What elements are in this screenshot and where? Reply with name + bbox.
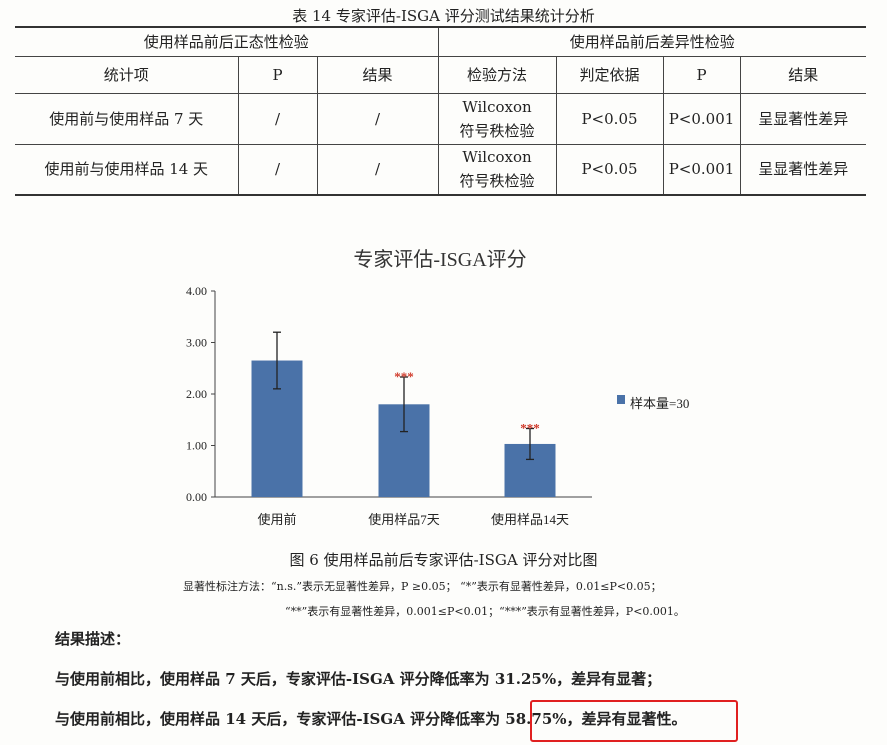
y-tick-label: 0.00 [186,490,207,504]
x-tick-label: 使用样品7天 [368,512,440,527]
y-tick-label: 3.00 [186,336,207,350]
column-header: P [662,55,741,94]
cell: P<0.05 [555,143,664,196]
table-row: 使用前与使用样品 14 天 / / Wilcoxon 符号秩检验 P<0.05 P… [15,143,866,196]
group-header-normality: 使用样品前后正态性检验 [15,26,439,57]
significance-note: “**”表示有显著性差异，0.001≤P<0.01；“***”表示有显著性差异，… [285,605,685,618]
cell: / [316,143,439,196]
cell: Wilcoxon 符号秩检验 [437,143,557,196]
method-type: 符号秩检验 [459,121,535,140]
figure-caption: 图 6 使用样品前后专家评估-ISGA 评分对比图 [289,551,598,569]
cell: 呈显著性差异 [739,92,866,145]
y-tick-label: 2.00 [186,387,207,401]
x-tick-label: 使用前 [257,512,296,527]
cell: P<0.001 [662,143,741,196]
statistics-table: 使用样品前后正态性检验 使用样品前后差异性检验 统计项 P 结果 检验方法 判定… [15,26,866,196]
cell: / [237,92,318,145]
significance-mark: *** [520,421,540,436]
column-header: 检验方法 [437,55,557,94]
legend-label: 样本量=30 [630,396,689,411]
table-title: 表 14 专家评估-ISGA 评分测试结果统计分析 [292,7,595,25]
column-header: 统计项 [15,55,239,94]
highlight-box [530,700,738,742]
significance-note: 显著性标注方法：“n.s.”表示无显著性差异，P ≥0.05； “*”表示有显著… [183,580,662,593]
column-header: 判定依据 [555,55,664,94]
method-name: Wilcoxon [462,97,532,116]
legend-swatch [617,395,625,404]
chart-title: 专家评估-ISGA评分 [353,248,526,271]
x-tick-label: 使用样品14天 [491,512,569,527]
bar-chart: 专家评估-ISGA评分 0.00 1.00 2.00 3.00 4.00 使用前 *** 使用样… [186,248,689,527]
result-line: 与使用前相比，使用样品 7 天后，专家评估-ISGA 评分降低率为 31.25%… [55,670,662,688]
cell: 使用前与使用样品 14 天 [15,143,239,196]
cell: / [316,92,439,145]
column-header: 结果 [316,55,439,94]
method-type: 符号秩检验 [459,172,535,191]
table-row: 使用前与使用样品 7 天 / / Wilcoxon 符号秩检验 P<0.05 P<… [15,92,866,145]
cell: P<0.05 [555,92,664,145]
result-line: 与使用前相比，使用样品 14 天后，专家评估-ISGA 评分降低率为 58.75… [55,710,687,728]
group-header-difference: 使用样品前后差异性检验 [437,26,866,57]
significance-mark: *** [394,369,414,384]
results-heading: 结果描述： [55,630,131,648]
column-header: 结果 [739,55,866,94]
cell: 使用前与使用样品 7 天 [15,92,239,145]
column-header: P [237,55,318,94]
cell: 呈显著性差异 [739,143,866,196]
y-tick-label: 1.00 [186,439,207,453]
cell: / [237,143,318,196]
method-name: Wilcoxon [462,148,532,167]
y-tick-label: 4.00 [186,284,207,298]
cell: P<0.001 [662,92,741,145]
cell: Wilcoxon 符号秩检验 [437,92,557,145]
